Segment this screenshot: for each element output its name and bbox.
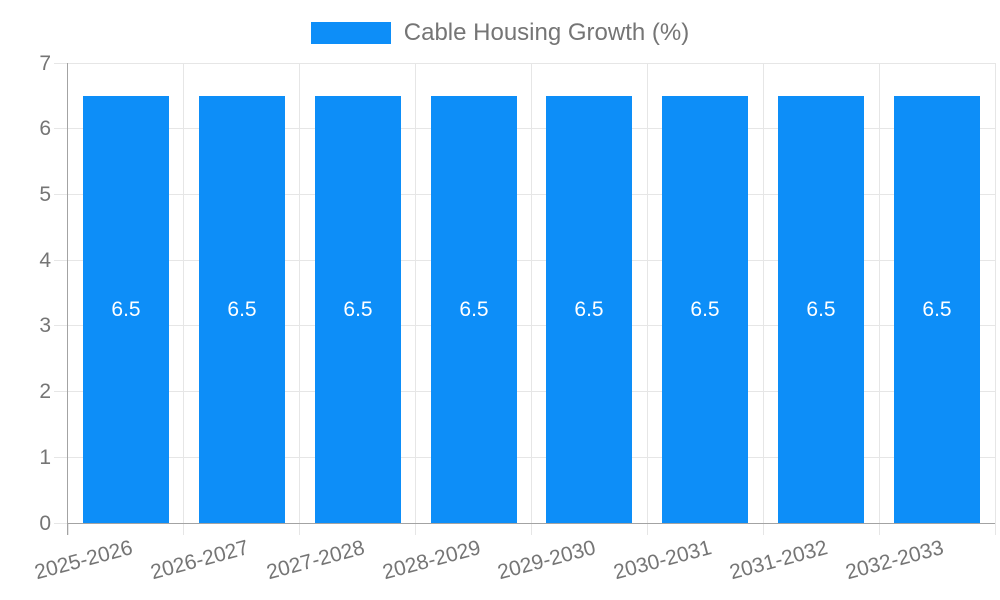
x-tick-mark — [415, 523, 417, 535]
y-axis-tick-label: 4 — [39, 249, 51, 272]
y-axis-tick-label: 0 — [39, 512, 51, 535]
x-axis-tick-label: 2025-2026 — [31, 536, 135, 585]
x-gridline — [646, 63, 648, 523]
y-tick-mark — [54, 325, 68, 327]
x-axis-tick-label: 2031-2032 — [726, 536, 830, 585]
x-gridline — [415, 63, 417, 523]
x-tick-mark — [878, 523, 880, 535]
bar-value-label: 6.5 — [343, 297, 373, 321]
bar[interactable]: 6.5 — [199, 96, 285, 523]
y-tick-mark — [54, 522, 68, 524]
legend-swatch — [310, 22, 391, 44]
y-tick-mark — [54, 456, 68, 458]
x-axis-tick-label: 2032-2033 — [842, 536, 946, 585]
x-axis-line — [67, 523, 995, 524]
y-tick-mark — [54, 62, 68, 64]
x-gridline — [878, 63, 880, 523]
x-tick-mark — [762, 523, 764, 535]
x-tick-mark — [299, 523, 301, 535]
chart-legend[interactable]: Cable Housing Growth (%) — [0, 19, 1000, 47]
y-tick-mark — [54, 193, 68, 195]
x-axis-tick-label: 2027-2028 — [263, 536, 367, 585]
x-axis-tick-label: 2030-2031 — [610, 536, 714, 585]
bar-value-label: 6.5 — [690, 297, 720, 321]
y-axis-tick-label: 3 — [39, 314, 51, 337]
y-tick-mark — [54, 259, 68, 261]
x-axis-tick-label: 2028-2029 — [379, 536, 483, 585]
bar[interactable]: 6.5 — [778, 96, 864, 523]
bar-value-label: 6.5 — [922, 297, 952, 321]
y-axis-tick-label: 2 — [39, 380, 51, 403]
y-axis-line — [67, 63, 68, 535]
x-tick-mark — [646, 523, 648, 535]
x-gridline — [994, 63, 996, 523]
x-axis-tick-label: 2026-2027 — [147, 536, 251, 585]
x-tick-mark — [183, 523, 185, 535]
x-gridline — [531, 63, 532, 523]
bar[interactable]: 6.5 — [894, 96, 980, 523]
x-gridline — [299, 63, 301, 523]
bar-value-label: 6.5 — [227, 297, 257, 321]
bar[interactable]: 6.5 — [662, 96, 748, 523]
x-gridline — [183, 63, 185, 523]
bar[interactable]: 6.5 — [431, 96, 517, 523]
x-tick-mark — [994, 523, 996, 535]
bar[interactable]: 6.5 — [83, 96, 169, 523]
y-axis-tick-label: 6 — [39, 117, 51, 140]
bar-value-label: 6.5 — [574, 297, 604, 321]
y-axis-tick-label: 7 — [39, 52, 51, 75]
bar-value-label: 6.5 — [806, 297, 836, 321]
y-tick-mark — [54, 391, 68, 393]
x-tick-mark — [67, 523, 69, 535]
bar[interactable]: 6.5 — [315, 96, 401, 523]
bar-value-label: 6.5 — [111, 297, 141, 321]
x-axis-tick-label: 2029-2030 — [494, 536, 598, 585]
y-tick-mark — [54, 128, 68, 130]
legend-label: Cable Housing Growth (%) — [403, 19, 690, 46]
x-gridline — [762, 63, 764, 523]
y-axis-tick-label: 5 — [39, 183, 51, 206]
bar-value-label: 6.5 — [459, 297, 489, 321]
bar[interactable]: 6.5 — [546, 96, 632, 523]
y-axis-tick-label: 1 — [39, 446, 51, 469]
x-tick-mark — [531, 523, 532, 535]
